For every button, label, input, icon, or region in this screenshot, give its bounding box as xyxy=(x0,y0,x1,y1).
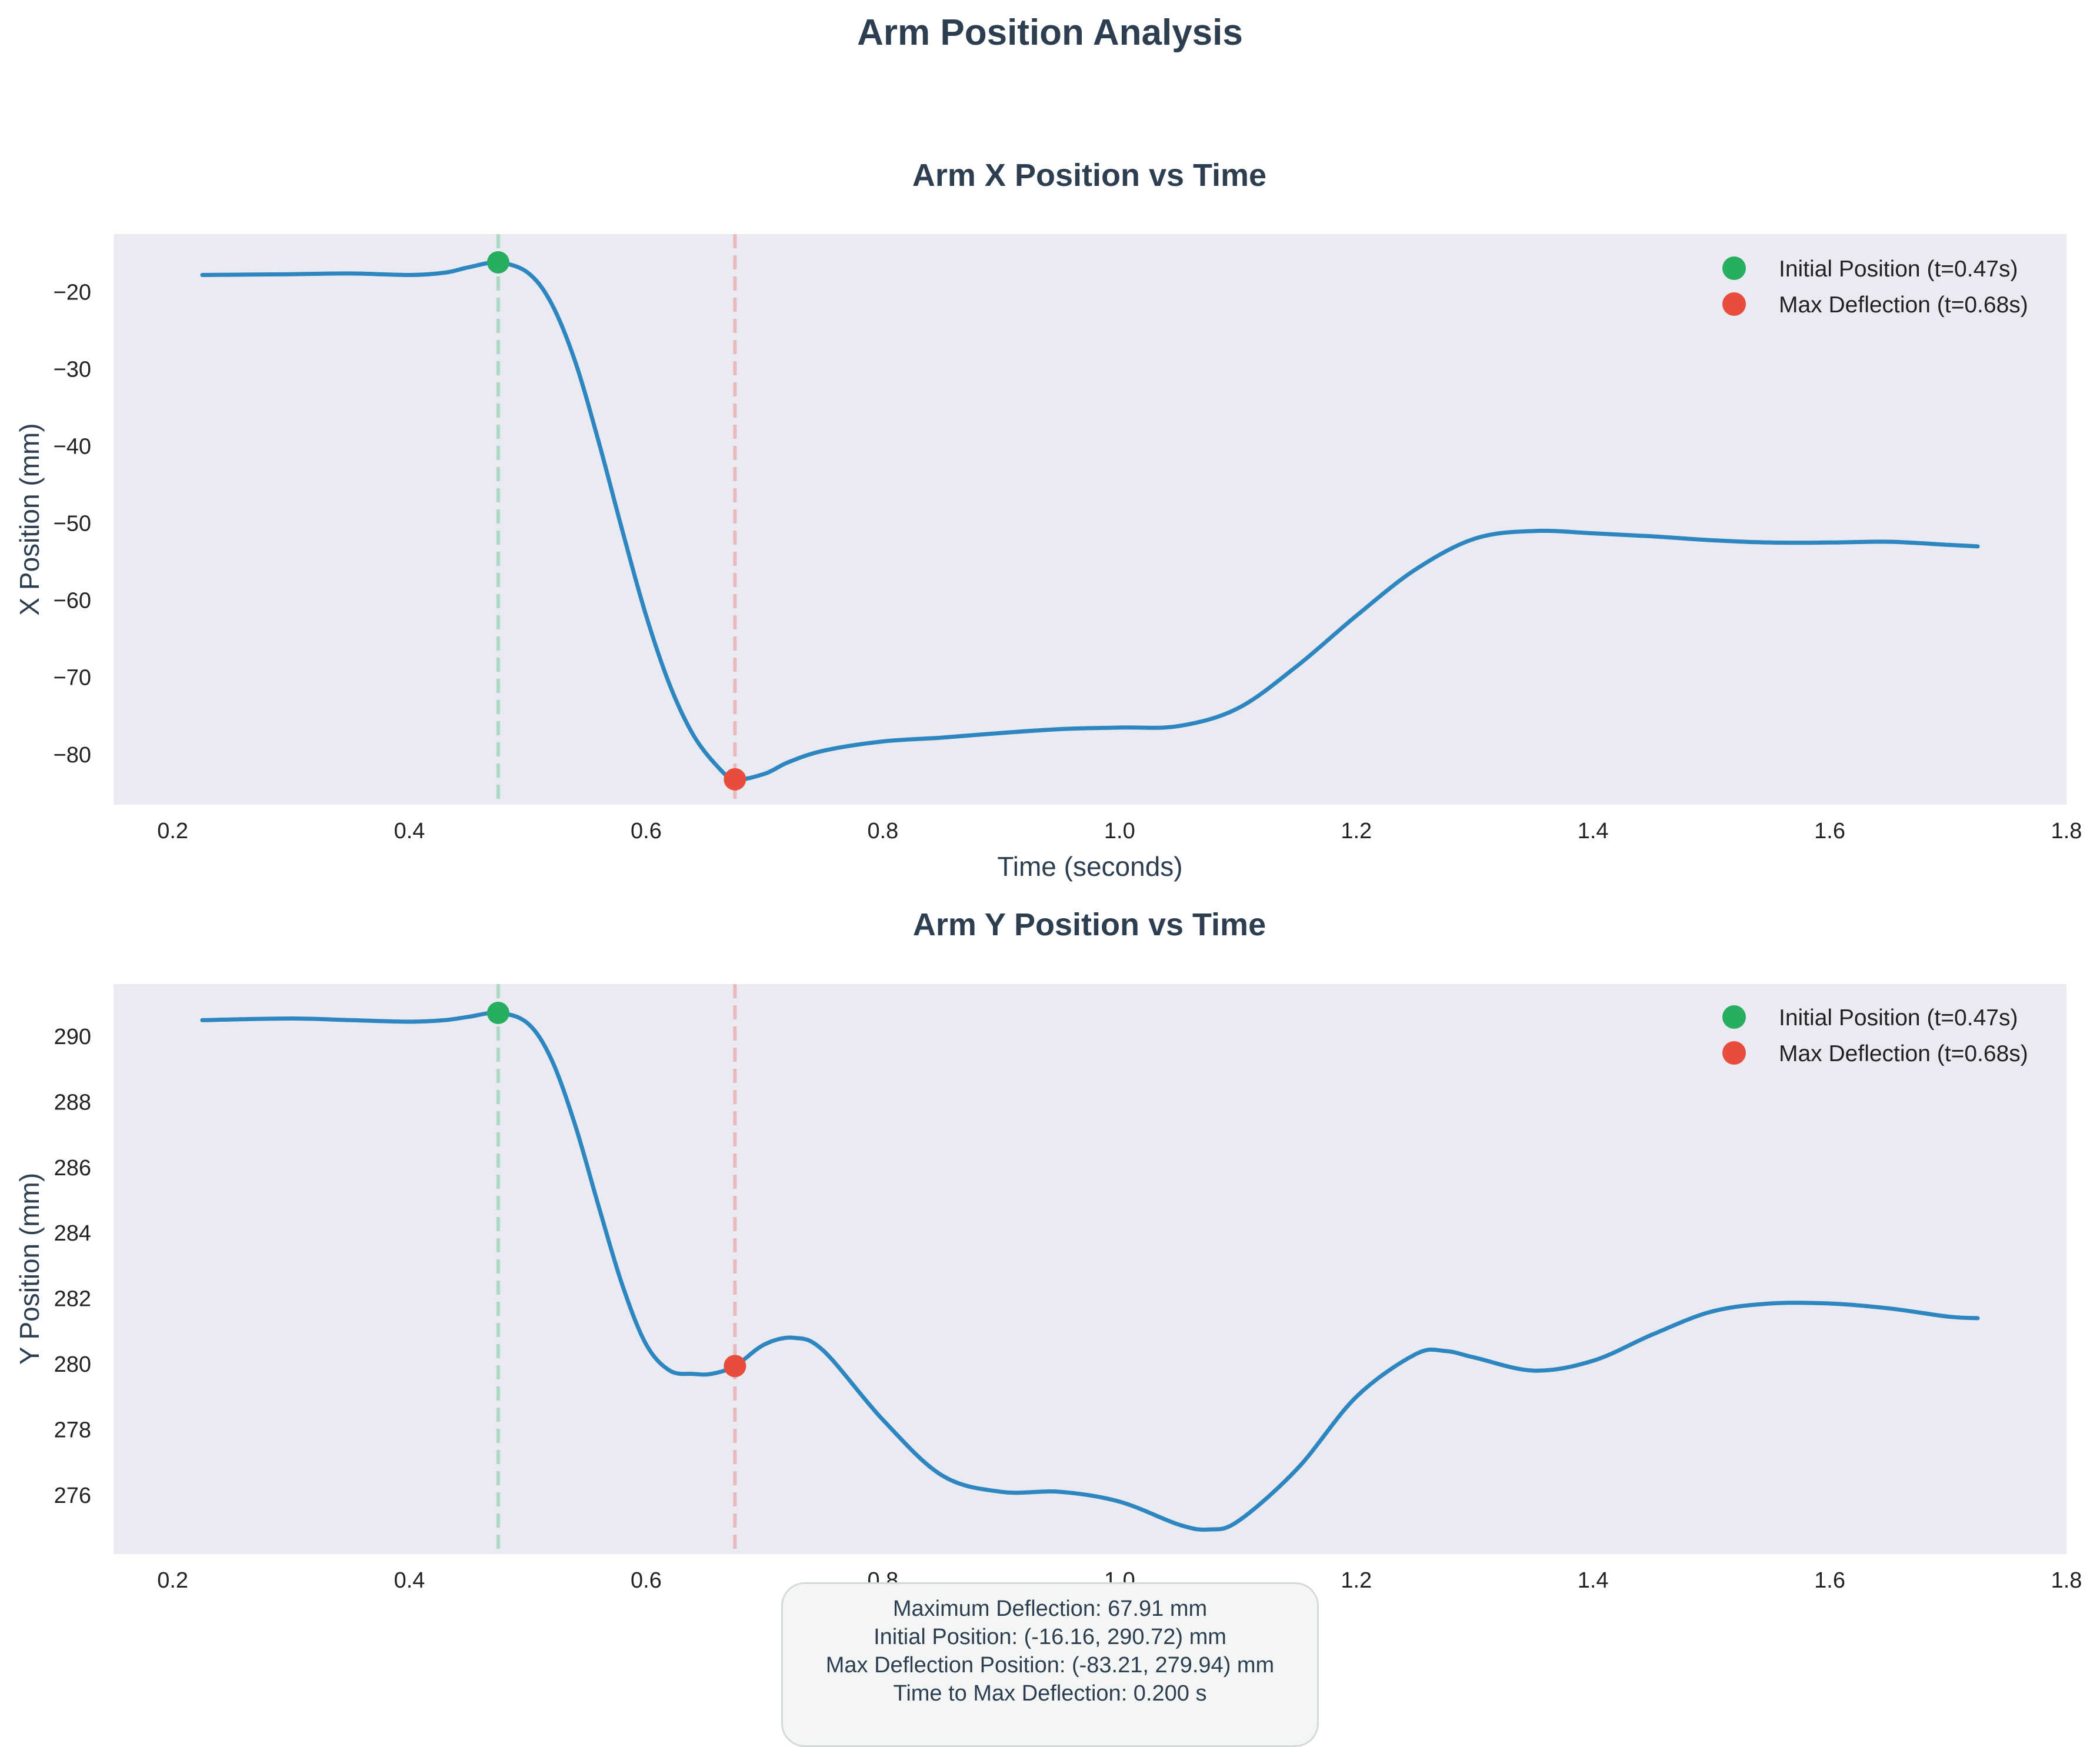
x-y-tick-label: −30 xyxy=(54,357,91,382)
x-y-tick-label: −20 xyxy=(54,280,91,305)
stat-max-deflection: Maximum Deflection: 67.91 mm xyxy=(892,1596,1208,1621)
y-legend: Initial Position (t=0.47s) Max Deflectio… xyxy=(1722,1005,2028,1066)
x-x-tick-label: 1.8 xyxy=(2051,819,2082,844)
x-x-tick-label: 0.4 xyxy=(394,819,425,844)
x-x-tick-label: 0.8 xyxy=(867,819,898,844)
y-y-tick-label: 288 xyxy=(54,1090,91,1115)
x-max-marker xyxy=(724,768,746,791)
x-x-axis-ticks: 0.2 0.4 0.6 0.8 1.0 1.2 1.4 1.6 1.8 xyxy=(157,819,2082,844)
x-y-tick-label: −40 xyxy=(54,434,91,459)
y-x-tick-label: 1.2 xyxy=(1341,1568,1372,1593)
legend-initial-marker xyxy=(1722,1005,1746,1029)
x-position-line xyxy=(200,260,1980,782)
legend-max-marker xyxy=(1722,292,1746,316)
x-x-tick-label: 0.2 xyxy=(157,819,188,844)
y-position-panel: Arm Y Position vs Time 290 288 286 284 282 28… xyxy=(14,907,2082,1593)
y-x-tick-label: 1.4 xyxy=(1578,1568,1609,1593)
y-initial-marker xyxy=(486,1002,509,1025)
x-ylabel: X Position (mm) xyxy=(14,423,45,615)
legend-initial-label: Initial Position (t=0.47s) xyxy=(1779,256,2018,282)
legend-initial-marker xyxy=(1722,256,1746,280)
legend-max-label: Max Deflection (t=0.68s) xyxy=(1779,292,2028,318)
y-y-axis-ticks: 290 288 286 284 282 280 278 276 xyxy=(54,1025,91,1508)
y-y-tick-label: 286 xyxy=(54,1156,91,1181)
y-x-tick-label: 0.4 xyxy=(394,1568,425,1593)
x-y-tick-label: −80 xyxy=(54,743,91,768)
x-position-panel: Arm X Position vs Time −20 −30 −40 −50 −60 −7… xyxy=(14,158,2082,882)
y-panel-title: Arm Y Position vs Time xyxy=(913,907,1266,942)
x-y-tick-label: −60 xyxy=(54,589,91,614)
x-panel-title: Arm X Position vs Time xyxy=(912,158,1266,193)
y-y-tick-label: 284 xyxy=(54,1221,91,1246)
y-y-tick-label: 278 xyxy=(54,1418,91,1442)
y-x-tick-label: 1.8 xyxy=(2051,1568,2082,1593)
statistics-box: Maximum Deflection: 67.91 mm Initial Pos… xyxy=(781,1582,1319,1747)
legend-max-marker xyxy=(1722,1041,1746,1065)
x-x-tick-label: 1.0 xyxy=(1104,819,1135,844)
x-x-tick-label: 0.6 xyxy=(631,819,662,844)
stat-time-to-max: Time to Max Deflection: 0.200 s xyxy=(893,1681,1207,1706)
y-x-axis-ticks: 0.2 0.4 0.6 0.8 1.0 1.2 1.4 1.6 1.8 xyxy=(157,1568,2082,1593)
y-x-tick-label: 1.6 xyxy=(1814,1568,1845,1593)
x-legend: Initial Position (t=0.47s) Max Deflectio… xyxy=(1722,256,2028,318)
y-ylabel: Y Position (mm) xyxy=(14,1173,45,1365)
legend-max-label: Max Deflection (t=0.68s) xyxy=(1779,1041,2028,1066)
y-x-tick-label: 0.2 xyxy=(157,1568,188,1593)
x-x-tick-label: 1.4 xyxy=(1578,819,1609,844)
x-x-tick-label: 1.6 xyxy=(1814,819,1845,844)
x-xlabel: Time (seconds) xyxy=(997,851,1182,882)
y-x-tick-label: 0.6 xyxy=(631,1568,662,1593)
y-y-tick-label: 280 xyxy=(54,1352,91,1377)
stat-max-deflection-position: Max Deflection Position: (-83.21, 279.94… xyxy=(825,1653,1275,1678)
x-x-tick-label: 1.2 xyxy=(1341,819,1372,844)
y-y-tick-label: 290 xyxy=(54,1025,91,1049)
x-y-tick-label: −50 xyxy=(54,512,91,536)
x-plot-area xyxy=(114,234,2066,805)
y-max-marker xyxy=(724,1355,746,1378)
x-y-axis-ticks: −20 −30 −40 −50 −60 −70 −80 xyxy=(54,280,91,767)
y-plot-area xyxy=(114,984,2066,1554)
y-y-tick-label: 276 xyxy=(54,1483,91,1508)
stat-initial-position: Initial Position: (-16.16, 290.72) mm xyxy=(874,1625,1226,1649)
y-y-tick-label: 282 xyxy=(54,1287,91,1312)
figure-title: Arm Position Analysis xyxy=(857,12,1243,53)
x-initial-marker xyxy=(486,251,509,274)
y-position-line xyxy=(200,1011,1980,1532)
x-y-tick-label: −70 xyxy=(54,666,91,691)
legend-initial-label: Initial Position (t=0.47s) xyxy=(1779,1005,2018,1031)
